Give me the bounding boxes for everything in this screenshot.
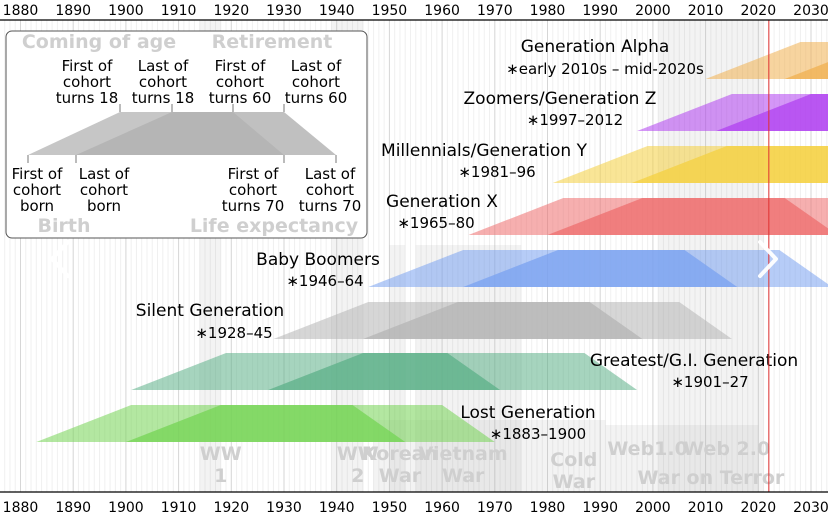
legend-bottom-label: Last of cohort turns 70 xyxy=(299,165,361,215)
generation-years: ∗1901–27 xyxy=(671,373,748,391)
generation-years: ∗1928–45 xyxy=(195,324,272,342)
chevron-left-icon xyxy=(50,240,70,278)
generation-name: Silent Generation xyxy=(136,301,284,321)
generation-core xyxy=(716,94,828,131)
tick-label-bottom: 2010 xyxy=(688,500,724,516)
tick-label-top: 1890 xyxy=(55,3,91,19)
legend-bottom-label: Last of cohort born xyxy=(79,165,130,215)
tick-label-bottom: 1980 xyxy=(530,500,566,516)
generation-core xyxy=(631,146,828,183)
legend-birth: Birth xyxy=(38,215,91,237)
tick-label-bottom: 1890 xyxy=(55,500,91,516)
tick-label-top: 1940 xyxy=(319,3,355,19)
tick-label-bottom: 2000 xyxy=(635,500,671,516)
tick-label-top: 1950 xyxy=(372,3,408,19)
event-label: WW 1 xyxy=(200,443,242,487)
event-label: Web 2.0 xyxy=(683,438,770,460)
tick-label-bottom: 1970 xyxy=(477,500,513,516)
tick-label-bottom: 1990 xyxy=(582,500,618,516)
tick-label-top: 1960 xyxy=(424,3,460,19)
event-label: Web1.0 xyxy=(607,438,687,460)
legend-top-label: Last of cohort turns 60 xyxy=(285,57,347,107)
generation-name: Zoomers/Generation Z xyxy=(464,89,657,109)
generation-years: ∗1965–80 xyxy=(397,214,474,232)
generation-core xyxy=(363,302,643,339)
tick-label-top: 1900 xyxy=(108,3,144,19)
tick-label-bottom: 1910 xyxy=(161,500,197,516)
tick-label-bottom: 1940 xyxy=(319,500,355,516)
tick-label-bottom: 1950 xyxy=(372,500,408,516)
generation-years: ∗1883–1900 xyxy=(490,425,586,443)
tick-label-top: 1980 xyxy=(530,3,566,19)
tick-label-top: 2030 xyxy=(793,3,828,19)
tick-label-top: 1930 xyxy=(266,3,302,19)
tick-label-bottom: 2030 xyxy=(793,500,828,516)
tick-label-bottom: 1880 xyxy=(3,500,39,516)
generation-core xyxy=(784,62,828,79)
tick-label-top: 1910 xyxy=(161,3,197,19)
generation-name: Generation X xyxy=(386,192,498,212)
generation-name: Baby Boomers xyxy=(256,250,380,270)
tick-label-bottom: 1920 xyxy=(213,500,249,516)
chevron-right-icon xyxy=(758,240,778,278)
generation-name: Generation Alpha xyxy=(521,37,670,57)
legend-top-label: First of cohort turns 18 xyxy=(56,57,118,107)
tick-label-bottom: 1930 xyxy=(266,500,302,516)
generation-core xyxy=(463,250,738,287)
event-label: Vietnam War xyxy=(419,443,508,487)
tick-label-bottom: 2020 xyxy=(740,500,776,516)
legend-bottom-label: First of cohort turns 70 xyxy=(222,165,284,215)
generation-name: Lost Generation xyxy=(460,403,595,423)
generation-years: ∗1981–96 xyxy=(458,163,535,181)
tick-label-top: 1880 xyxy=(3,3,39,19)
tick-label-top: 2020 xyxy=(740,3,776,19)
event-band xyxy=(673,425,759,492)
previous-button[interactable] xyxy=(44,234,78,284)
generation-years: ∗1946–64 xyxy=(286,272,363,290)
tick-label-top: 1920 xyxy=(213,3,249,19)
tick-label-top: 2010 xyxy=(688,3,724,19)
legend-top-label: Last of cohort turns 18 xyxy=(132,57,194,107)
event-band xyxy=(605,425,674,492)
event-label: Cold War xyxy=(550,449,597,493)
generation-band xyxy=(705,42,828,79)
legend-top-label: First of cohort turns 60 xyxy=(209,57,271,107)
generation-core xyxy=(268,353,501,390)
legend-life-expectancy: Life expectancy xyxy=(190,215,359,237)
tick-label-top: 1970 xyxy=(477,3,513,19)
tick-label-bottom: 1900 xyxy=(108,500,144,516)
legend-band-dark xyxy=(76,112,336,155)
event-label: War on Terror xyxy=(637,467,784,489)
tick-label-top: 1990 xyxy=(582,3,618,19)
legend-bottom-label: First of cohort born xyxy=(12,165,64,215)
legend-coming-of-age: Coming of age xyxy=(22,31,176,53)
legend-retirement: Retirement xyxy=(212,31,333,53)
event-label: Korean War xyxy=(362,443,438,487)
next-button[interactable] xyxy=(750,234,784,284)
generation-name: Greatest/G.I. Generation xyxy=(590,351,798,371)
generation-name: Millennials/Generation Y xyxy=(381,141,588,161)
generation-core xyxy=(547,198,828,235)
generation-core xyxy=(125,405,406,442)
event-label: WW 2 xyxy=(337,443,379,487)
generation-years: ∗early 2010s – mid-2020s xyxy=(506,60,704,78)
tick-label-bottom: 1960 xyxy=(424,500,460,516)
tick-label-top: 2000 xyxy=(635,3,671,19)
generation-years: ∗1997–2012 xyxy=(527,111,623,129)
